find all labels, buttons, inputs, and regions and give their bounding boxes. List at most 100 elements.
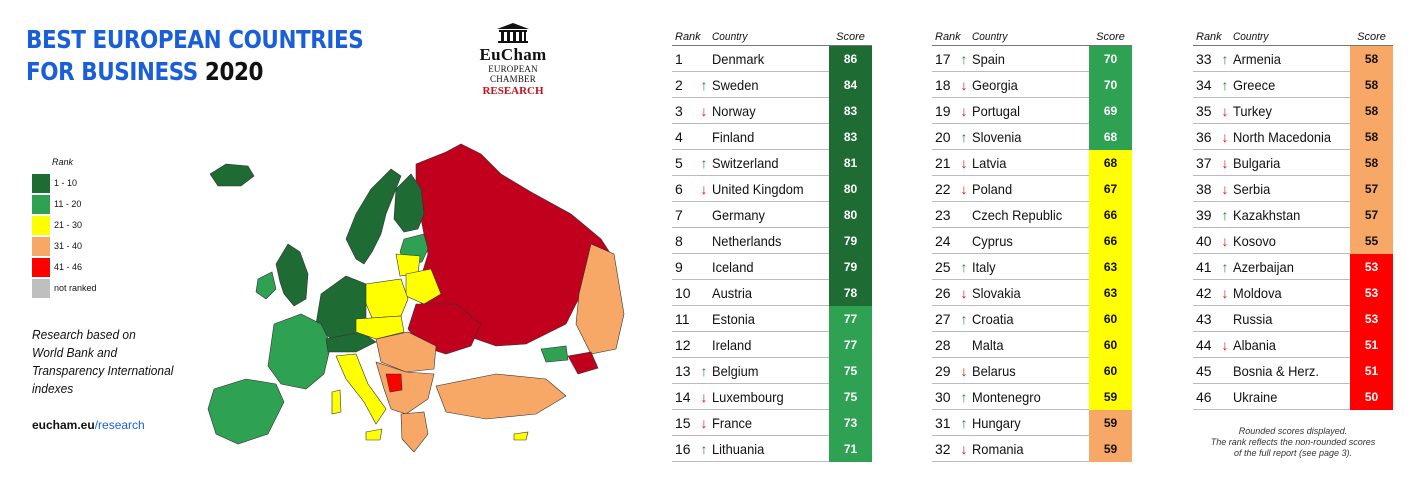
row-score: 77 (829, 331, 872, 358)
row-rank: 41 (1196, 258, 1212, 275)
table-row: 42 ↓ Moldova 53 (1193, 279, 1393, 306)
map-sicily (365, 428, 383, 441)
row-score: 66 (1089, 201, 1132, 228)
note-line: Research based on (32, 327, 136, 342)
row-rank: 46 (1196, 388, 1212, 405)
legend-header: Rank (52, 157, 74, 167)
row-score: 80 (829, 201, 872, 228)
row-country: Estonia (712, 310, 755, 327)
row-rank: 28 (935, 336, 951, 353)
row-rank: 14 (675, 388, 691, 405)
table-row: 8 Netherlands 79 (672, 227, 872, 254)
map-italy (335, 353, 387, 425)
row-country: Hungary (972, 414, 1021, 431)
arrow-down-icon: ↓ (960, 284, 968, 301)
map-scandinavia (345, 168, 402, 265)
row-rank: 18 (935, 76, 951, 93)
arrow-down-icon: ↓ (700, 414, 708, 431)
table-row: 13 ↑ Belgium 75 (672, 357, 872, 384)
table-row: 30 ↑ Montenegro 59 (932, 383, 1132, 410)
row-country: Italy (972, 258, 996, 275)
logo-research: RESEARCH (482, 85, 544, 97)
row-country: Belarus (972, 362, 1016, 379)
header-score: Score (836, 30, 865, 43)
table-row: 22 ↓ Poland 67 (932, 175, 1132, 202)
row-score: 58 (1350, 97, 1393, 124)
table-row: 26 ↓ Slovakia 63 (932, 279, 1132, 306)
map-sardinia (331, 389, 342, 415)
row-country: Cyprus (972, 232, 1013, 249)
row-rank: 29 (935, 362, 951, 379)
header-country: Country (972, 30, 1008, 43)
note-line: World Bank and (32, 345, 118, 360)
row-score: 75 (829, 357, 872, 384)
legend-swatch (32, 257, 50, 277)
ranking-table-2: Rank Country Score 17 ↑ Spain 70 18 ↓ Georgia 7… (932, 28, 1132, 462)
row-score: 53 (1350, 305, 1393, 332)
arrow-down-icon: ↓ (1221, 154, 1229, 171)
row-rank: 43 (1196, 310, 1212, 327)
legend-label: 21 - 30 (54, 220, 83, 230)
arrow-down-icon: ↓ (960, 102, 968, 119)
table-row: 46 Ukraine 50 (1193, 383, 1393, 410)
legend-item: 11 - 20 (32, 194, 97, 214)
map-azerbaijan (567, 351, 599, 375)
row-rank: 13 (675, 362, 691, 379)
row-rank: 16 (675, 440, 691, 457)
map-iceland (209, 163, 255, 187)
header-country: Country (712, 30, 748, 43)
page-title: BEST EUROPEAN COUNTRIES FOR BUSINESS 202… (26, 24, 364, 88)
footnote-line: The rank reflects the non-rounded scores (1210, 437, 1376, 447)
building-icon (497, 23, 529, 43)
table-row: 44 ↓ Albania 51 (1193, 331, 1393, 358)
logo-subtitle: EUROPEAN CHAMBER (488, 64, 538, 84)
website-link[interactable]: eucham.eu/research (32, 418, 145, 432)
map-czech-slovakia (355, 315, 405, 340)
row-country: Slovenia (972, 128, 1022, 145)
arrow-up-icon: ↑ (960, 50, 968, 67)
row-country: Ireland (712, 336, 752, 353)
row-score: 79 (829, 227, 872, 254)
row-country: Albania (1233, 336, 1276, 353)
legend-item: 41 - 46 (32, 257, 97, 277)
row-rank: 30 (935, 388, 951, 405)
table-header: Rank Country Score (672, 28, 872, 46)
table-row: 2 ↑ Sweden 84 (672, 71, 872, 98)
row-country: Ukraine (1233, 388, 1278, 405)
research-note: Research based on World Bank and Transpa… (32, 326, 173, 398)
row-score: 83 (829, 123, 872, 150)
row-country: Netherlands (712, 232, 782, 249)
legend-swatch (32, 278, 50, 298)
row-score: 55 (1350, 227, 1393, 254)
table-row: 23 Czech Republic 66 (932, 201, 1132, 228)
arrow-down-icon: ↓ (960, 362, 968, 379)
map-cyprus (513, 431, 529, 441)
row-score: 60 (1089, 357, 1132, 384)
row-score: 69 (1089, 97, 1132, 124)
row-rank: 7 (675, 206, 683, 223)
row-country: Lithuania (712, 440, 765, 457)
row-country: Poland (972, 180, 1013, 197)
arrow-down-icon: ↓ (960, 154, 968, 171)
row-score: 67 (1089, 175, 1132, 202)
row-country: Bulgaria (1233, 154, 1281, 171)
legend-label: 1 - 10 (54, 178, 78, 188)
table-header: Rank Country Score (1193, 28, 1393, 46)
row-rank: 21 (935, 154, 951, 171)
row-score: 70 (1089, 71, 1132, 98)
map-poland (363, 278, 409, 319)
row-score: 53 (1350, 253, 1393, 280)
row-score: 73 (829, 409, 872, 436)
row-rank: 33 (1196, 50, 1212, 67)
table-row: 33 ↑ Armenia 58 (1193, 45, 1393, 72)
row-score: 81 (829, 149, 872, 176)
footnote: Rounded scores displayed. The rank refle… (1193, 426, 1393, 459)
table-row: 31 ↑ Hungary 59 (932, 409, 1132, 436)
legend-item: 1 - 10 (32, 173, 97, 193)
row-rank: 2 (675, 76, 683, 93)
legend-label: 41 - 46 (54, 262, 83, 272)
table-row: 12 Ireland 77 (672, 331, 872, 358)
row-country: Azerbaijan (1233, 258, 1294, 275)
row-score: 58 (1350, 71, 1393, 98)
row-country: Finland (712, 128, 755, 145)
